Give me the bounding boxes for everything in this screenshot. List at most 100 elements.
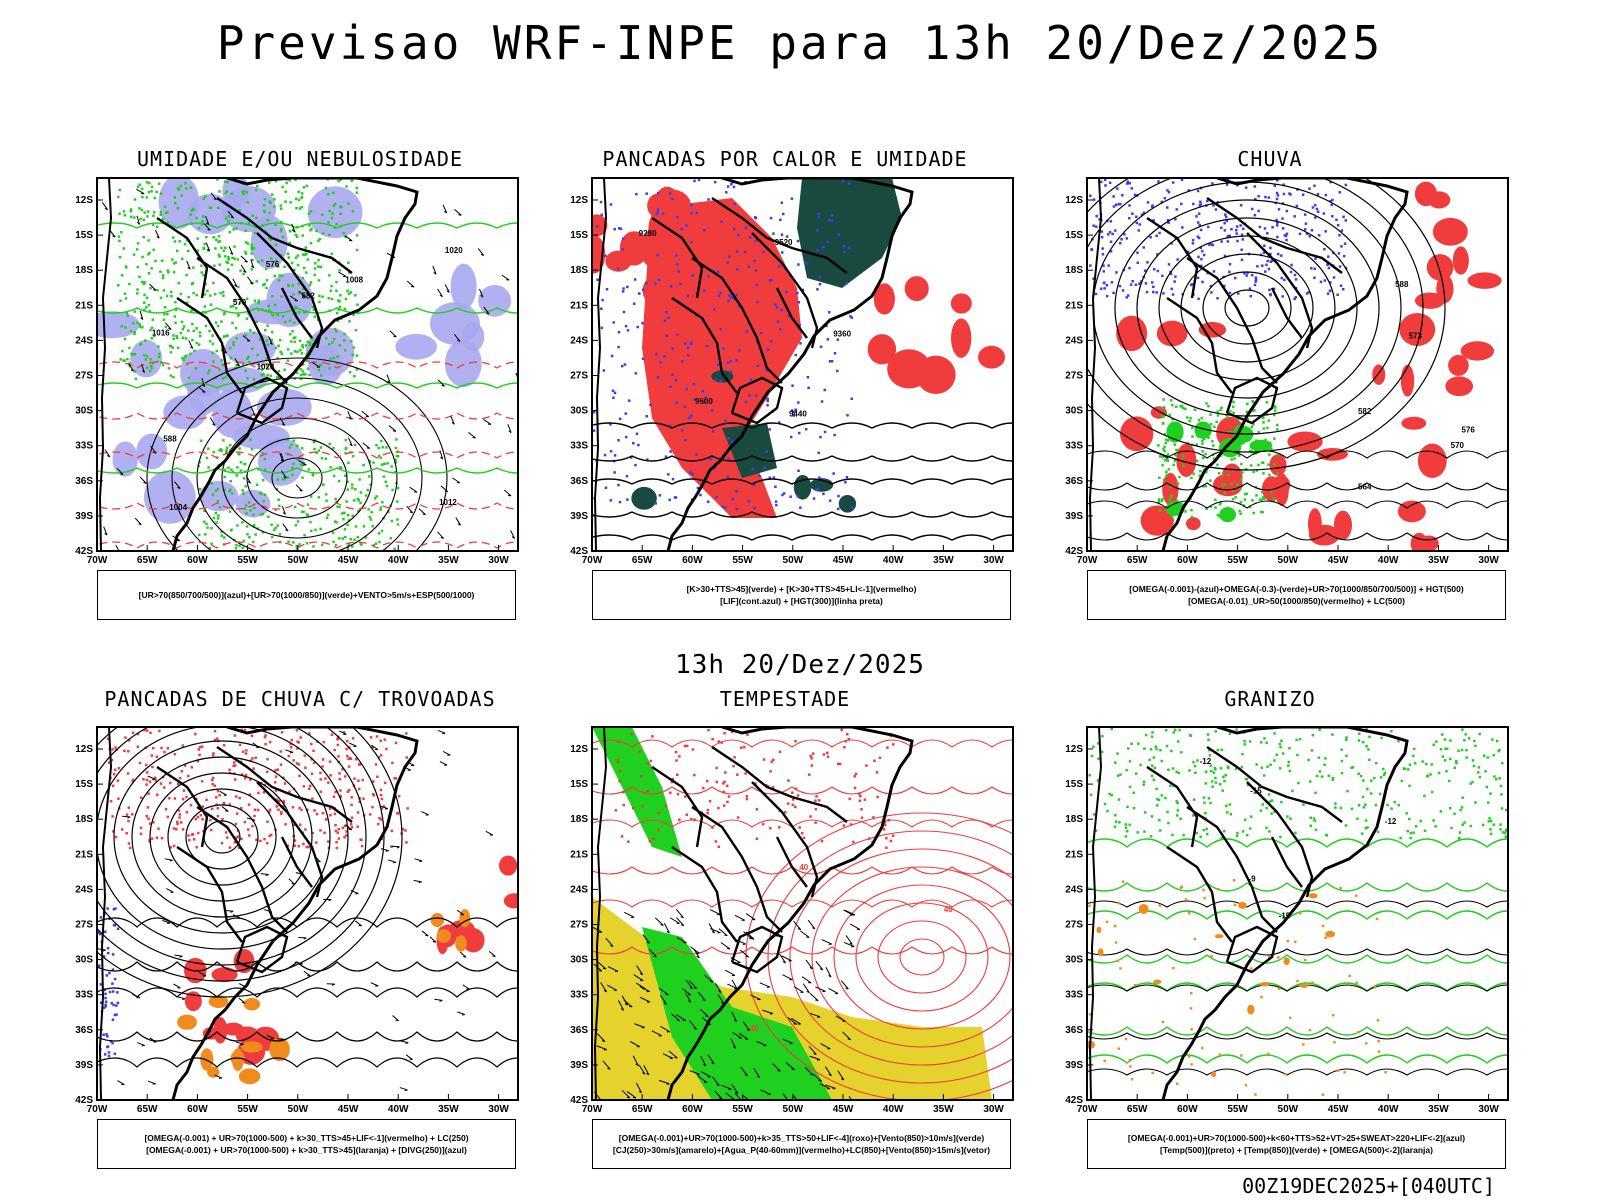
lon-tick-label: 65W xyxy=(137,555,158,566)
contour-label: 582 xyxy=(301,292,315,301)
contour-label: 1008 xyxy=(345,276,363,285)
lat-tick-label: 30S xyxy=(1065,406,1083,417)
lat-tick-label: 42S xyxy=(570,546,588,557)
lon-tick-label: 70W xyxy=(1077,1104,1098,1115)
lat-tick-label: 39S xyxy=(75,1060,93,1071)
lat-tick-label: 21S xyxy=(570,300,588,311)
lon-tick-label: 65W xyxy=(1127,1104,1148,1115)
lon-tick-label: 40W xyxy=(1378,555,1399,566)
contour-label: -12 xyxy=(1385,817,1397,826)
contour-label: -9 xyxy=(1248,874,1256,883)
contour-label: 9440 xyxy=(789,409,807,418)
lat-tick-label: 21S xyxy=(1065,849,1083,860)
lon-tick-label: 40W xyxy=(388,555,409,566)
contour-label: 576 xyxy=(1461,425,1475,434)
map-chuva: 582 576 573 570 564 588 12S 15S 18S 21S 24S 27S 30S 3… xyxy=(1065,177,1509,566)
lat-tick-label: 42S xyxy=(570,1095,588,1106)
panel-title-umidade: UMIDADE E/OU NEBULOSIDADE xyxy=(136,147,464,171)
lat-tick-label: 42S xyxy=(75,546,93,557)
lat-tick-label: 33S xyxy=(570,441,588,452)
lon-tick-label: 50W xyxy=(288,1104,309,1115)
lat-tick-label: 15S xyxy=(75,779,93,790)
map-granizo: -12-15-15-12-912S15S18S21S24S27S30S33S36… xyxy=(1065,726,1509,1115)
contour-label: 576 xyxy=(266,260,280,269)
lat-tick-label: 30S xyxy=(570,406,588,417)
contour-label: 40 xyxy=(750,1024,759,1033)
map-umidade: 1012 1016 1020 1024 1008 1004 576 582 588 570 12S 1… xyxy=(75,177,519,566)
lon-tick-label: 50W xyxy=(783,1104,804,1115)
lon-tick-label: 45W xyxy=(833,555,854,566)
lon-tick-label: 30W xyxy=(488,555,509,566)
lon-tick-label: 70W xyxy=(1077,555,1098,566)
lat-tick-label: 18S xyxy=(570,265,588,276)
map-tempestade: 40 40 40 12S 15S 18S 21S 24S 27S 30S 33S 36S 39S 42S7… xyxy=(570,726,1014,1115)
map-pancadas-calor: 9600 9520 9440 9360 9280 12S 15S 18S 21S 24S 27S 30… xyxy=(570,177,1014,566)
legend-line: [OMEGA(-0.001)+UR>70(1000-500)+k<60+TTS>… xyxy=(1127,1133,1466,1143)
lon-tick-label: 45W xyxy=(1328,555,1349,566)
contour-label: 1020 xyxy=(445,246,463,255)
lon-tick-label: 55W xyxy=(237,555,258,566)
lat-tick-label: 33S xyxy=(1065,441,1083,452)
lat-tick-label: 12S xyxy=(570,744,588,755)
lat-tick-label: 30S xyxy=(75,406,93,417)
legend-tempestade: [OMEGA(-0.001)+UR>70(1000-500)+k>35_TTS>… xyxy=(592,1119,1011,1169)
contour-label: 9360 xyxy=(833,329,851,338)
lat-tick-label: 33S xyxy=(1065,990,1083,1001)
contour-label: 570 xyxy=(233,298,247,307)
contour-label: 570 xyxy=(1451,441,1465,450)
lon-tick-label: 45W xyxy=(1328,1104,1349,1115)
lon-tick-label: 35W xyxy=(1428,555,1449,566)
lat-tick-label: 27S xyxy=(75,920,93,931)
lon-tick-label: 50W xyxy=(1278,1104,1299,1115)
lon-tick-label: 55W xyxy=(1227,555,1248,566)
lat-tick-label: 36S xyxy=(570,476,588,487)
lat-tick-label: 30S xyxy=(1065,955,1083,966)
lon-tick-label: 35W xyxy=(1428,1104,1449,1115)
legend-chuva: [OMEGA(-0.001)-(azul)+OMEGA(-0.3)-(verde… xyxy=(1087,570,1506,620)
lat-tick-label: 18S xyxy=(1065,814,1083,825)
panel-title-trovoadas: PANCADAS DE CHUVA C/ TROVOADAS xyxy=(104,687,496,711)
lat-tick-label: 15S xyxy=(75,230,93,241)
lon-tick-label: 60W xyxy=(1177,555,1198,566)
lon-tick-label: 35W xyxy=(438,1104,459,1115)
contour-label: 9280 xyxy=(639,229,657,238)
lat-tick-label: 39S xyxy=(1065,1060,1083,1071)
lat-tick-label: 27S xyxy=(570,371,588,382)
lon-tick-label: 30W xyxy=(1478,1104,1499,1115)
legend-line: [OMEGA(-0.001) + UR>70(1000-500) + k>30_… xyxy=(144,1133,469,1143)
legend-line: [OMEGA(-0.01)_UR>50(1000/850)(vermelho) … xyxy=(1188,596,1405,606)
contour-label: 1016 xyxy=(152,328,170,337)
legend-umidade: [UR>70(850/700/500)](azul)+[UR>70(1000/8… xyxy=(97,570,516,620)
legend-pancadas-calor: [K>30+TTS>45](verde) + [K>30+TTS>45+LI<-… xyxy=(592,570,1011,620)
contour-label: 9600 xyxy=(695,397,713,406)
lat-tick-label: 24S xyxy=(570,335,588,346)
lat-tick-label: 12S xyxy=(75,195,93,206)
run-timestamp: 00Z19DEC2025+[040UTC] xyxy=(1242,1174,1495,1198)
lon-tick-label: 60W xyxy=(682,555,703,566)
lat-tick-label: 18S xyxy=(75,265,93,276)
lat-tick-label: 30S xyxy=(570,955,588,966)
lat-tick-label: 42S xyxy=(1065,1095,1083,1106)
lat-tick-label: 24S xyxy=(75,335,93,346)
lat-tick-label: 42S xyxy=(75,1095,93,1106)
lat-tick-label: 39S xyxy=(570,1060,588,1071)
lat-tick-label: 36S xyxy=(1065,476,1083,487)
lon-tick-label: 55W xyxy=(1227,1104,1248,1115)
lat-tick-label: 15S xyxy=(1065,230,1083,241)
lon-tick-label: 50W xyxy=(783,555,804,566)
lon-tick-label: 60W xyxy=(1177,1104,1198,1115)
panel-title-granizo: GRANIZO xyxy=(1224,687,1316,711)
lon-tick-label: 70W xyxy=(582,555,603,566)
legend-line: [CJ(250)>30m/s](amarelo)+[Agua_P(40-60mm… xyxy=(612,1145,991,1155)
lon-tick-label: 70W xyxy=(87,1104,108,1115)
lat-tick-label: 24S xyxy=(1065,884,1083,895)
lon-tick-label: 30W xyxy=(983,1104,1004,1115)
contour-label: 40 xyxy=(799,863,808,872)
contour-label: 582 xyxy=(1358,407,1372,416)
legend-line: [OMEGA(-0.001) + UR>70(1000-500) + k>30_… xyxy=(146,1145,467,1155)
lat-tick-label: 42S xyxy=(1065,546,1083,557)
lon-tick-label: 50W xyxy=(1278,555,1299,566)
lon-tick-label: 50W xyxy=(288,555,309,566)
lat-tick-label: 18S xyxy=(75,814,93,825)
